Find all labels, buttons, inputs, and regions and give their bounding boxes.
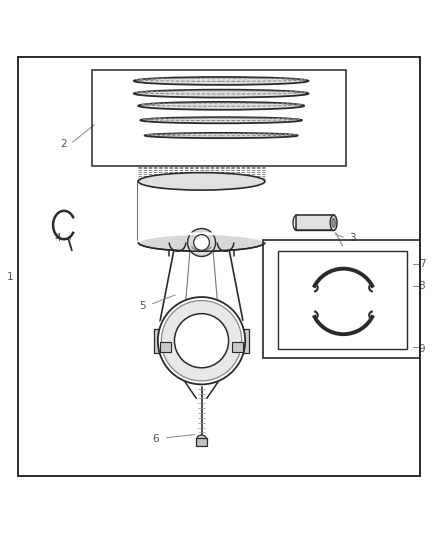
Circle shape xyxy=(158,297,245,384)
Text: 4: 4 xyxy=(54,233,61,243)
Ellipse shape xyxy=(134,71,308,91)
Polygon shape xyxy=(160,243,243,321)
Text: 7: 7 xyxy=(419,260,425,269)
Ellipse shape xyxy=(134,90,308,98)
FancyBboxPatch shape xyxy=(154,329,166,353)
Text: 3: 3 xyxy=(349,233,356,243)
Circle shape xyxy=(174,313,229,368)
Polygon shape xyxy=(160,321,243,323)
Circle shape xyxy=(161,301,242,381)
Ellipse shape xyxy=(141,112,302,128)
Ellipse shape xyxy=(138,96,304,116)
Ellipse shape xyxy=(197,435,206,443)
Circle shape xyxy=(194,235,209,251)
Ellipse shape xyxy=(134,77,308,85)
Ellipse shape xyxy=(141,117,302,123)
FancyBboxPatch shape xyxy=(196,438,207,446)
FancyBboxPatch shape xyxy=(232,342,243,352)
Circle shape xyxy=(187,229,215,256)
Polygon shape xyxy=(169,358,234,400)
Polygon shape xyxy=(138,181,265,243)
Ellipse shape xyxy=(138,234,265,251)
Text: 2: 2 xyxy=(61,139,67,149)
Ellipse shape xyxy=(145,133,297,138)
Ellipse shape xyxy=(332,219,336,227)
Text: 8: 8 xyxy=(419,281,425,291)
FancyBboxPatch shape xyxy=(237,329,249,353)
Ellipse shape xyxy=(145,129,297,142)
Ellipse shape xyxy=(330,215,337,230)
Ellipse shape xyxy=(138,173,265,190)
Ellipse shape xyxy=(138,173,265,190)
FancyBboxPatch shape xyxy=(297,215,334,230)
Ellipse shape xyxy=(138,102,304,110)
Text: 5: 5 xyxy=(139,301,146,311)
Text: 6: 6 xyxy=(152,434,159,444)
FancyBboxPatch shape xyxy=(160,342,171,352)
Ellipse shape xyxy=(134,84,308,103)
Text: 1: 1 xyxy=(7,272,14,282)
Text: 9: 9 xyxy=(419,344,425,354)
